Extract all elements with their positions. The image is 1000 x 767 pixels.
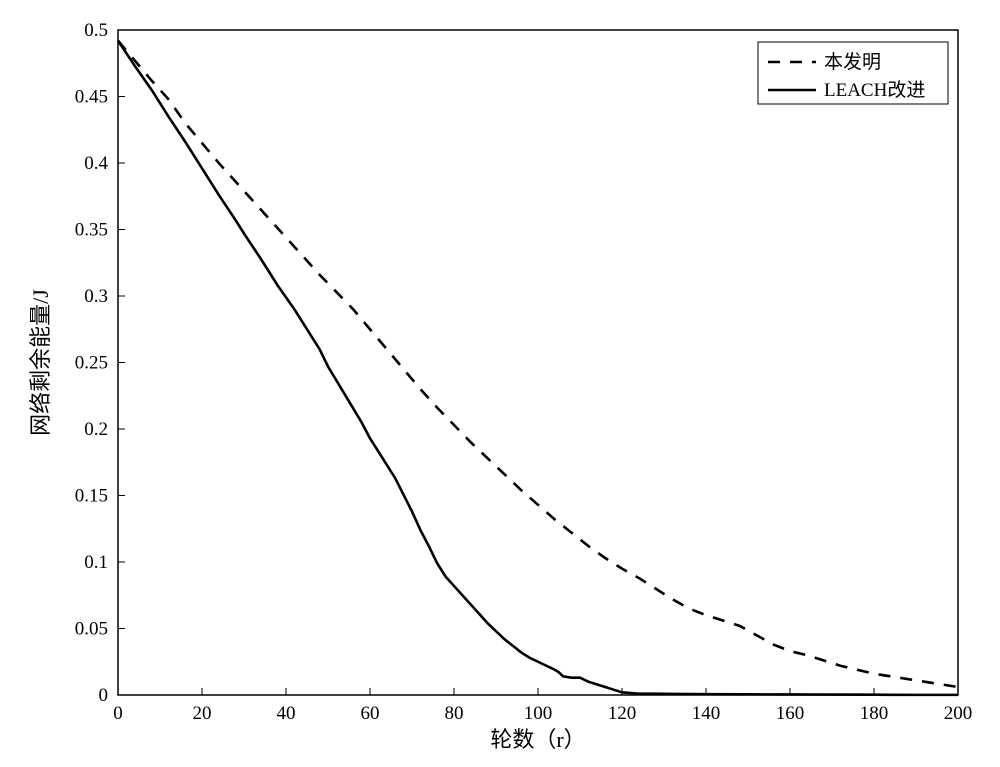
plot-border [118, 30, 958, 695]
y-tick-label: 0.2 [84, 419, 108, 440]
x-tick-label: 200 [944, 703, 973, 724]
chart-svg: 0 20 40 60 80 100 120 140 160 180 200 0 0.05 0.1 0.15 0… [0, 0, 1000, 767]
y-tick-label: 0.45 [75, 87, 108, 108]
legend-label: 本发明 [824, 51, 881, 73]
x-tick-label: 40 [277, 703, 296, 724]
chart-container: 0 20 40 60 80 100 120 140 160 180 200 0 0.05 0.1 0.15 0… [0, 0, 1000, 767]
y-tick-label: 0.5 [84, 20, 108, 41]
y-tick-label: 0.1 [84, 552, 108, 573]
y-tick-label: 0.4 [84, 153, 108, 174]
x-axis-label: 轮数（r） [490, 727, 585, 752]
x-tick-label: 0 [113, 703, 123, 724]
legend-label: LEACH改进 [824, 79, 925, 101]
series-solid [118, 41, 958, 695]
x-tick-label: 100 [524, 703, 553, 724]
x-tick-label: 20 [193, 703, 212, 724]
y-tick-label: 0.25 [75, 353, 108, 374]
x-tick-label: 80 [445, 703, 464, 724]
x-tick-label: 140 [692, 703, 721, 724]
y-tick-label: 0.15 [75, 486, 108, 507]
y-tick-label: 0.35 [75, 220, 108, 241]
x-tick-label: 160 [776, 703, 805, 724]
y-tick-label: 0.3 [84, 286, 108, 307]
x-tick-label: 120 [608, 703, 637, 724]
x-tick-label: 60 [361, 703, 380, 724]
y-tick-label: 0 [99, 685, 109, 706]
y-tick-label: 0.05 [75, 619, 108, 640]
series-dashed [118, 41, 958, 687]
x-tick-label: 180 [860, 703, 889, 724]
y-axis-label: 网络剩余能量/J [28, 289, 53, 436]
